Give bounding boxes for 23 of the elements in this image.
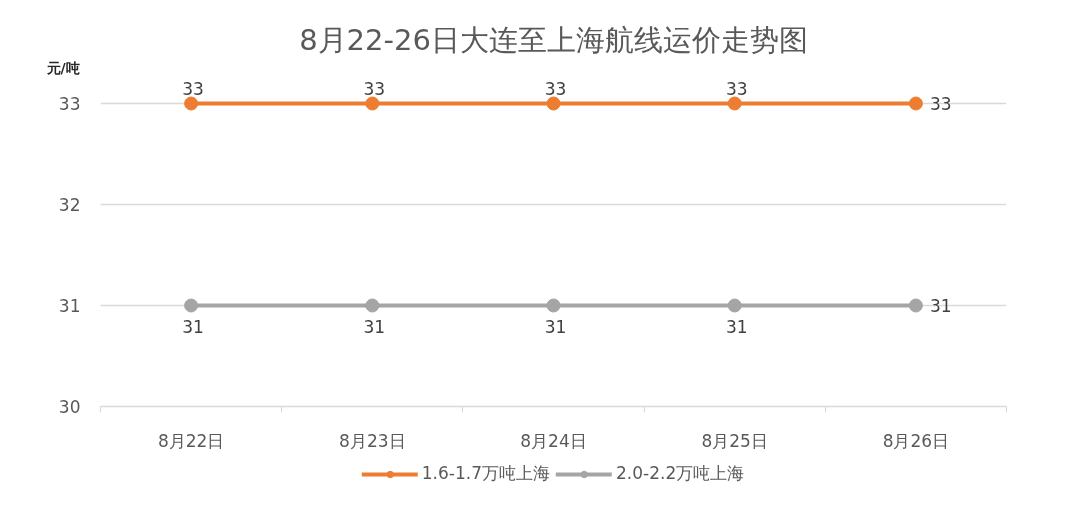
data-label: 31 <box>929 296 952 316</box>
x-tick-label: 8月23日 <box>339 430 406 451</box>
x-tick-label: 8月22日 <box>157 430 225 451</box>
data-label: 31 <box>725 316 748 337</box>
data-label: 33 <box>363 78 386 99</box>
data-label: 31 <box>544 316 567 337</box>
data-label: 31 <box>182 316 204 337</box>
data-label: 33 <box>725 78 748 99</box>
data-label: 31 <box>363 316 386 337</box>
x-tick-label: 8月26日 <box>882 430 950 451</box>
data-label: 33 <box>544 78 567 99</box>
y-tick-label: 30 <box>58 397 81 417</box>
x-tick-label: 8月24日 <box>520 430 587 451</box>
legend-label: 1.6-1.7万吨上海 <box>421 462 550 485</box>
y-axis-title: 元/吨 <box>45 59 80 76</box>
y-tick-label: 32 <box>58 195 81 215</box>
legend-label: 2.0-2.2万吨上海 <box>616 462 745 485</box>
chart-title: 8月22-26日大连至上海航线运价走势图 <box>299 22 808 57</box>
data-label: 33 <box>182 78 204 99</box>
data-label: 33 <box>929 94 952 114</box>
y-tick-label: 33 <box>58 94 81 114</box>
x-tick-label: 8月25日 <box>701 430 768 451</box>
y-tick-label: 31 <box>58 296 81 316</box>
